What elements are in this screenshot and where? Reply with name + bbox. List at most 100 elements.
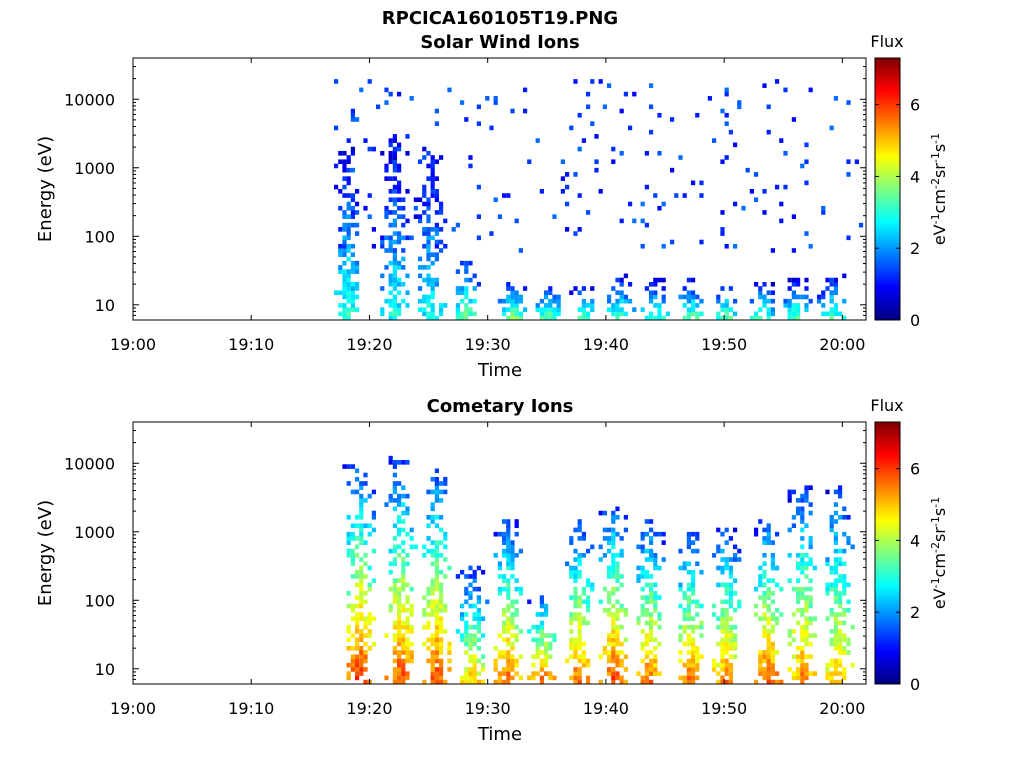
flux-cell [350,557,355,562]
flux-cell [501,667,507,672]
flux-cell [695,667,700,672]
flux-cell [800,637,805,643]
flux-cell [363,540,368,545]
flux-cell [392,599,397,605]
flux-cell [678,294,683,300]
flux-cell [464,265,469,270]
y-tick-label: 10 [95,660,115,679]
flux-cell [640,586,645,592]
flux-cell [359,662,364,668]
flux-cell [430,603,435,609]
flux-cell [354,667,360,672]
flux-cell [661,315,666,321]
flux-cell [644,557,649,562]
flux-cell [434,582,439,588]
flux-cell [464,586,469,592]
flux-cell [615,561,620,567]
flux-cell [657,565,662,571]
flux-cell [573,569,578,575]
flux-cell [808,654,813,660]
flux-cell [833,578,838,583]
flux-cell [724,667,729,672]
flux-cell [842,514,847,520]
colorbar-tick-label: 4 [910,167,920,186]
flux-cell [514,658,519,664]
flux-cell [581,586,586,592]
flux-cell [770,654,775,660]
flux-cell [468,298,473,304]
flux-cell [846,650,851,655]
flux-cell [636,565,641,571]
flux-cell [422,612,427,617]
flux-cell [506,629,511,634]
flux-cell [522,87,528,93]
flux-cell [812,565,817,571]
flux-cell [476,645,481,651]
flux-cell [573,612,578,617]
x-tick-label: 19:10 [228,335,274,354]
y-axis-label: Energy (eV) [35,136,56,242]
flux-cell [392,658,397,664]
flux-cell [401,561,406,567]
flux-cell [367,493,372,499]
flux-cell [720,286,725,291]
flux-cell [573,172,578,177]
flux-cell [585,311,591,317]
flux-cell [653,658,658,664]
flux-cell [611,633,616,638]
flux-cell [396,603,402,609]
flux-cell [396,142,402,148]
flux-cell [724,315,729,321]
flux-cell [728,624,733,630]
flux-cell [837,489,843,495]
flux-cell [791,303,796,308]
flux-cell [724,557,729,562]
flux-cell [401,662,406,668]
flux-cell [619,548,624,554]
flux-cell [615,650,620,655]
flux-cell [619,553,624,558]
flux-cell [396,595,402,600]
flux-cell [640,645,645,651]
flux-cell [644,184,649,190]
flux-cell [506,527,511,533]
flux-cell [510,561,515,567]
flux-cell [833,645,838,651]
flux-cell [770,667,775,672]
flux-cell [720,315,725,321]
flux-cell [611,574,616,579]
flux-cell [800,629,805,634]
flux-cell [346,464,351,469]
flux-cell [842,273,847,279]
flux-cell [388,189,393,194]
flux-cell [795,591,801,596]
flux-cell [501,586,507,592]
flux-cell [648,620,654,626]
flux-cell [611,679,616,685]
flux-cell [392,675,397,681]
flux-cell [837,485,843,491]
flux-cell [581,531,586,537]
flux-cell [350,574,355,579]
flux-cell [816,298,822,304]
flux-cell [434,565,439,571]
flux-cell [615,599,620,605]
flux-cell [795,658,801,664]
flux-cell [468,277,473,283]
flux-cell [585,315,591,321]
flux-cell [375,104,381,110]
flux-cell [720,227,725,232]
flux-cell [359,569,364,575]
flux-cell [762,582,767,588]
flux-cell [837,620,843,626]
flux-cell [724,645,729,651]
flux-cell [833,489,838,495]
flux-cell [438,662,444,668]
flux-cell [846,599,851,605]
flux-cell [350,654,355,660]
flux-cell [732,553,738,558]
flux-cell [800,612,805,617]
flux-cell [577,599,582,605]
flux-cell [644,675,649,681]
flux-cell [464,633,469,638]
